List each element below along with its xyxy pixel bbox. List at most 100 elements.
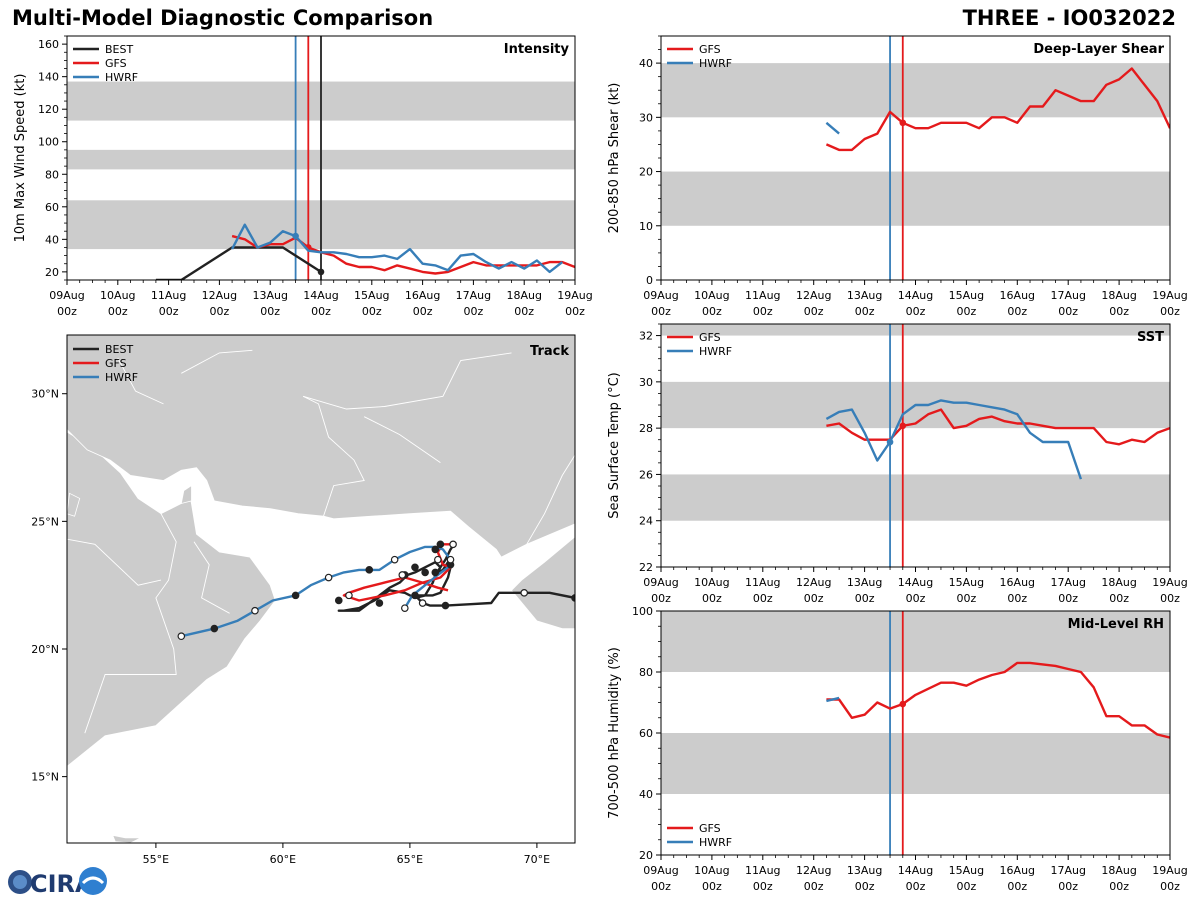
track-marker-best-11	[436, 540, 445, 549]
sst-marker-hwrf-0	[886, 438, 894, 446]
shear-xtick-date-4: 13Aug	[847, 289, 882, 302]
sst-xtick-hour-4: 00z	[855, 592, 875, 605]
rh-xtick-hour-7: 00z	[1007, 880, 1027, 893]
track-marker-gfs-2	[434, 555, 442, 564]
sst-ytick-label-32: 32	[639, 330, 653, 343]
sst-ytick-label-30: 30	[639, 376, 653, 389]
rh-xtick-date-6: 15Aug	[949, 864, 984, 877]
track-xtick-label-55: 55°E	[143, 853, 169, 866]
rh-xtick-hour-0: 00z	[651, 880, 671, 893]
rh-xtick-date-3: 12Aug	[796, 864, 831, 877]
intensity-ytick-label-140: 140	[38, 71, 59, 84]
track-xtick-label-70: 70°E	[524, 853, 550, 866]
shear-xtick-hour-3: 00z	[804, 305, 824, 318]
track-marker-hwrf-2	[251, 606, 259, 615]
intensity-legend-label-gfs: GFS	[105, 57, 127, 70]
sst-xtick-date-0: 09Aug	[643, 576, 678, 589]
track-marker-best-10	[334, 596, 343, 605]
map-border-8	[193, 541, 230, 614]
rh-xtick-date-9: 18Aug	[1101, 864, 1136, 877]
shear-xtick-date-6: 15Aug	[949, 289, 984, 302]
shear-xtick-date-7: 16Aug	[1000, 289, 1035, 302]
sst-xtick-date-4: 13Aug	[847, 576, 882, 589]
rh-xtick-hour-4: 00z	[855, 880, 875, 893]
intensity-series-hwrf	[231, 223, 564, 274]
map-border-2	[302, 395, 365, 517]
intensity-xtick-hour-10: 00z	[565, 305, 585, 318]
shear-series-hwrf	[825, 121, 840, 135]
sst-band-0	[661, 474, 1170, 521]
rh-ytick-label-80: 80	[639, 666, 653, 679]
intensity-xtick-hour-5: 00z	[311, 305, 331, 318]
track-marker-best-12	[431, 545, 440, 554]
rh-xtick-hour-10: 00z	[1160, 880, 1180, 893]
track-marker-hwrf-3	[291, 591, 300, 600]
shear-xtick-hour-6: 00z	[957, 305, 977, 318]
sst-xtick-hour-2: 00z	[753, 592, 773, 605]
sst-xtick-date-2: 11Aug	[745, 576, 780, 589]
sst-series-hwrf	[825, 399, 1083, 480]
shear-xtick-date-3: 12Aug	[796, 289, 831, 302]
rh-ytick-label-60: 60	[639, 727, 653, 740]
sst-xtick-date-3: 12Aug	[796, 576, 831, 589]
intensity-xtick-date-8: 17Aug	[456, 289, 491, 302]
rh-ytick-label-20: 20	[639, 849, 653, 862]
track-marker-hwrf-1	[210, 624, 219, 633]
intensity-xtick-hour-0: 00z	[57, 305, 77, 318]
intensity-xtick-hour-4: 00z	[260, 305, 280, 318]
rh-xtick-hour-6: 00z	[957, 880, 977, 893]
sst-legend-label-hwrf: HWRF	[699, 345, 732, 358]
sst-series-gfs	[826, 408, 1170, 446]
sst-title: SST	[1137, 330, 1164, 345]
rh-xtick-date-4: 13Aug	[847, 864, 882, 877]
rh-xtick-date-0: 09Aug	[643, 864, 678, 877]
shear-xtick-hour-1: 00z	[702, 305, 722, 318]
intensity-xtick-date-4: 13Aug	[252, 289, 287, 302]
shear-xtick-date-9: 18Aug	[1101, 289, 1136, 302]
track-legend-label-hwrf: HWRF	[105, 371, 138, 384]
sst-xtick-date-7: 16Aug	[1000, 576, 1035, 589]
track-legend-label-best: BEST	[105, 343, 133, 356]
shear-legend-label-gfs: GFS	[699, 43, 721, 56]
sst-xtick-date-6: 15Aug	[949, 576, 984, 589]
storm-id: THREE - IO032022	[962, 6, 1176, 30]
shear-band-0	[661, 171, 1170, 226]
map-border-6	[117, 357, 164, 405]
shear-xtick-hour-2: 00z	[753, 305, 773, 318]
rh-title: Mid-Level RH	[1068, 617, 1164, 632]
map-border-3	[303, 352, 512, 410]
intensity-ytick-label-100: 100	[38, 136, 59, 149]
map-border-0	[84, 513, 177, 734]
intensity-xtick-hour-9: 00z	[514, 305, 534, 318]
track-marker-hwrf-5	[390, 555, 399, 564]
rh-band-0	[661, 733, 1170, 794]
intensity-legend-label-best: BEST	[105, 43, 133, 56]
sst-ytick-label-24: 24	[639, 515, 653, 528]
intensity-xtick-date-6: 15Aug	[354, 289, 389, 302]
intensity-xtick-date-0: 09Aug	[49, 289, 84, 302]
track-marker-best-6	[411, 563, 419, 572]
sst-xtick-date-5: 14Aug	[898, 576, 933, 589]
intensity-xtick-hour-1: 00z	[108, 305, 128, 318]
intensity-ylabel: 10m Max Wind Speed (kt)	[13, 74, 28, 243]
intensity-xtick-hour-7: 00z	[413, 305, 433, 318]
intensity-ytick-label-80: 80	[45, 168, 59, 181]
shear-xtick-hour-9: 00z	[1109, 305, 1129, 318]
sst-xtick-hour-8: 00z	[1058, 592, 1078, 605]
shear-xtick-date-8: 17Aug	[1050, 289, 1085, 302]
rh-xtick-date-2: 11Aug	[745, 864, 780, 877]
intensity-ytick-label-160: 160	[38, 38, 59, 51]
rh-ytick-label-100: 100	[632, 605, 653, 618]
track-marker-best-4	[431, 568, 440, 577]
rh-xtick-date-10: 19Aug	[1152, 864, 1187, 877]
shear-xtick-hour-8: 00z	[1058, 305, 1078, 318]
land-musandam	[180, 484, 192, 505]
rh-xtick-hour-9: 00z	[1109, 880, 1129, 893]
sst-xtick-hour-9: 00z	[1109, 592, 1129, 605]
sst-xtick-hour-5: 00z	[906, 592, 926, 605]
track-xtick-label-65: 65°E	[397, 853, 423, 866]
track-marker-best-14	[411, 591, 419, 600]
intensity-xtick-date-7: 16Aug	[405, 289, 440, 302]
shear-ylabel: 200-850 hPa Shear (kt)	[607, 83, 622, 234]
